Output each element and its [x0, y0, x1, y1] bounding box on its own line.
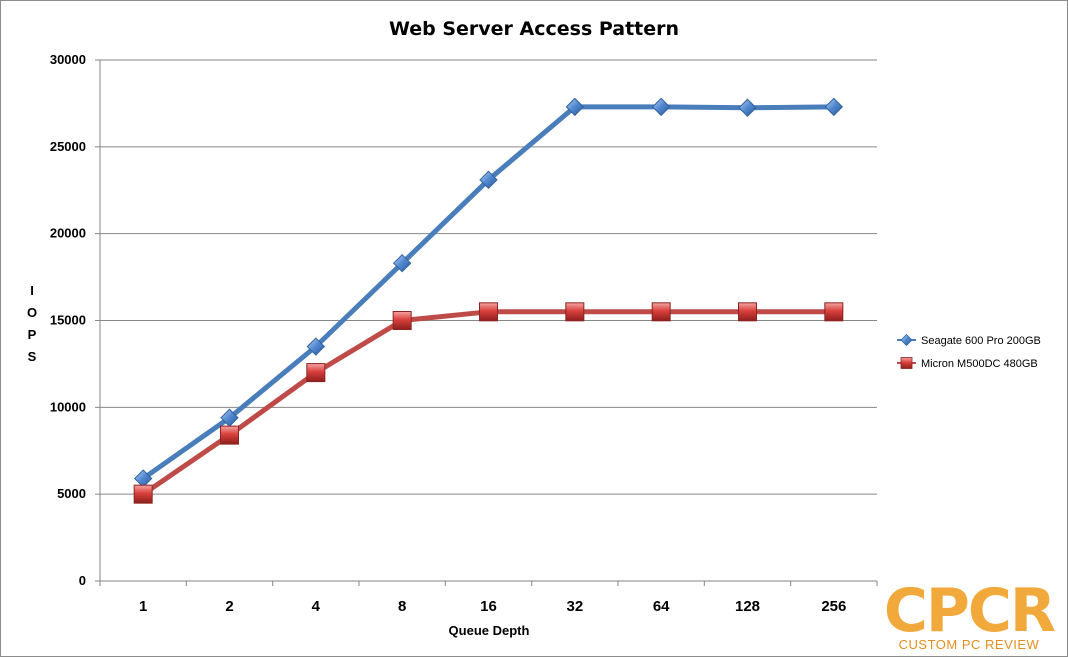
data-point-diamond: [565, 97, 585, 117]
x-axis-ticks: 1 2 4 8 16 32 64 128 256: [99, 581, 878, 615]
data-point-diamond: [738, 98, 757, 117]
x-tick-label-256: 256: [821, 598, 846, 615]
legend-marker-seagate: [900, 333, 913, 347]
y-axis-label-letter: S: [28, 349, 37, 364]
custom-pc-review-logo: CPCR CUSTOM PC REVIEW: [884, 576, 1057, 652]
logo-tagline: CUSTOM PC REVIEW: [899, 637, 1040, 652]
data-point-square: [133, 484, 153, 504]
data-point-square: [738, 302, 757, 322]
data-point-square: [306, 363, 326, 383]
series-group: [133, 97, 844, 504]
gridlines: [95, 59, 877, 582]
legend-label-micron: Micron M500DC 480GB: [921, 358, 1038, 370]
y-tick-label: 30000: [50, 52, 86, 67]
x-tick-label-32: 32: [566, 598, 583, 615]
y-axis-label-letter: P: [28, 327, 37, 342]
series-seagate: [133, 97, 844, 488]
data-point-diamond: [824, 97, 844, 117]
x-tick-label-64: 64: [653, 598, 670, 615]
legend-label-seagate: Seagate 600 Pro 200GB: [921, 335, 1041, 347]
data-point-diamond: [479, 170, 498, 190]
series-micron: [133, 302, 844, 504]
data-point-square: [220, 425, 239, 445]
x-tick-label-8: 8: [398, 598, 406, 615]
data-point-square: [392, 311, 412, 330]
legend-marker-micron: [900, 357, 913, 369]
y-tick-label: 0: [79, 573, 86, 588]
data-point-square: [565, 302, 585, 322]
y-axis-label-letter: O: [27, 305, 37, 320]
y-tick-label: 5000: [57, 486, 86, 501]
y-tick-label: 10000: [50, 399, 86, 414]
logo-text: CPCR: [884, 576, 1055, 646]
y-tick-label: 20000: [50, 226, 86, 241]
x-axis-label: Queue Depth: [449, 623, 530, 638]
y-tick-label: 25000: [50, 139, 86, 154]
chart-title: Web Server Access Pattern: [389, 18, 679, 40]
data-point-square: [651, 302, 671, 322]
x-tick-label-4: 4: [312, 598, 321, 615]
data-point-diamond: [392, 253, 412, 273]
legend: Seagate 600 Pro 200GB Micron M500DC 480G…: [897, 333, 1041, 370]
data-point-square: [824, 302, 844, 322]
y-axis-ticks: 0 5000 10000 15000 20000 25000 30000: [50, 52, 86, 588]
data-point-diamond: [306, 337, 326, 356]
x-tick-label-2: 2: [225, 598, 233, 615]
x-tick-label-128: 128: [735, 598, 760, 615]
data-point-diamond: [651, 97, 671, 117]
x-tick-label-16: 16: [480, 598, 497, 615]
y-tick-label: 15000: [50, 313, 86, 328]
x-tick-label-1: 1: [139, 598, 147, 615]
y-axis-label-letter: I: [30, 283, 34, 298]
data-point-square: [479, 302, 498, 322]
